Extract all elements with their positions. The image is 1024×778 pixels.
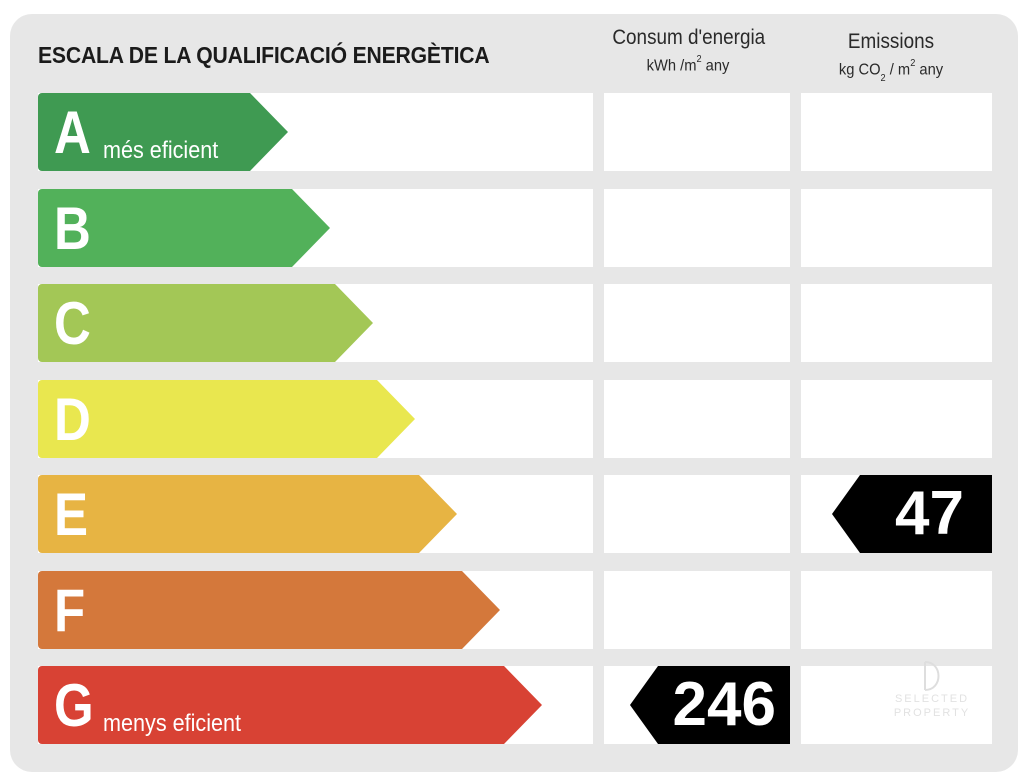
rating-letter: G [54,672,94,739]
rating-arrow-d [38,380,415,458]
rating-sublabel: més eficient [103,137,219,164]
energy-cell-b [604,189,790,267]
rating-arrow-b [38,189,330,267]
rating-row-f: F [0,571,1024,651]
energy-cell-e [604,475,790,553]
rating-arrow-a [38,93,288,171]
energy-value-indicator: 246 [630,666,790,744]
rating-letter: D [54,386,91,453]
emissions-cell-b [801,189,992,267]
rating-arrow-f [38,571,500,649]
emissions-cell-d [801,380,992,458]
rating-arrow-g [38,666,542,744]
rating-row-b: B [0,189,1024,269]
emissions-cell-c [801,284,992,362]
energy-cell-a [604,93,790,171]
rating-row-c: C [0,284,1024,364]
rating-letter: B [54,195,91,262]
emissions-column-label: Emissions [847,30,935,53]
rating-letter: A [54,99,91,166]
energy-column-unit: kWh /m2 any [646,54,730,75]
energy-cell-c [604,284,790,362]
emissions-cell-f [801,571,992,649]
d-logo-icon [924,661,940,691]
watermark-logo: SELECTED PROPERTY [880,660,984,720]
emissions-column-header: Emissions kg CO2 / m2 any [808,30,974,84]
emissions-cell-g [801,666,992,744]
energy-column-header: Consum d'energia kWh /m2 any [604,26,772,75]
energy-column-label: Consum d'energia [612,26,766,49]
energy-cell-f [604,571,790,649]
rating-sublabel: menys eficient [103,710,242,737]
rating-letter: C [54,290,91,357]
rating-arrow-e [38,475,457,553]
rating-row-e: E 47 [0,475,1024,555]
energy-cell-d [604,380,790,458]
rating-letter: E [54,481,89,548]
rating-arrow-c [38,284,373,362]
emissions-value-indicator: 47 [832,475,992,553]
page-title: ESCALA DE LA QUALIFICACIÓ ENERGÈTICA [38,42,490,68]
emissions-column-unit: kg CO2 / m2 any [838,58,944,84]
emissions-cell-a [801,93,992,171]
rating-letter: F [54,577,86,644]
rating-row-d: D [0,380,1024,460]
